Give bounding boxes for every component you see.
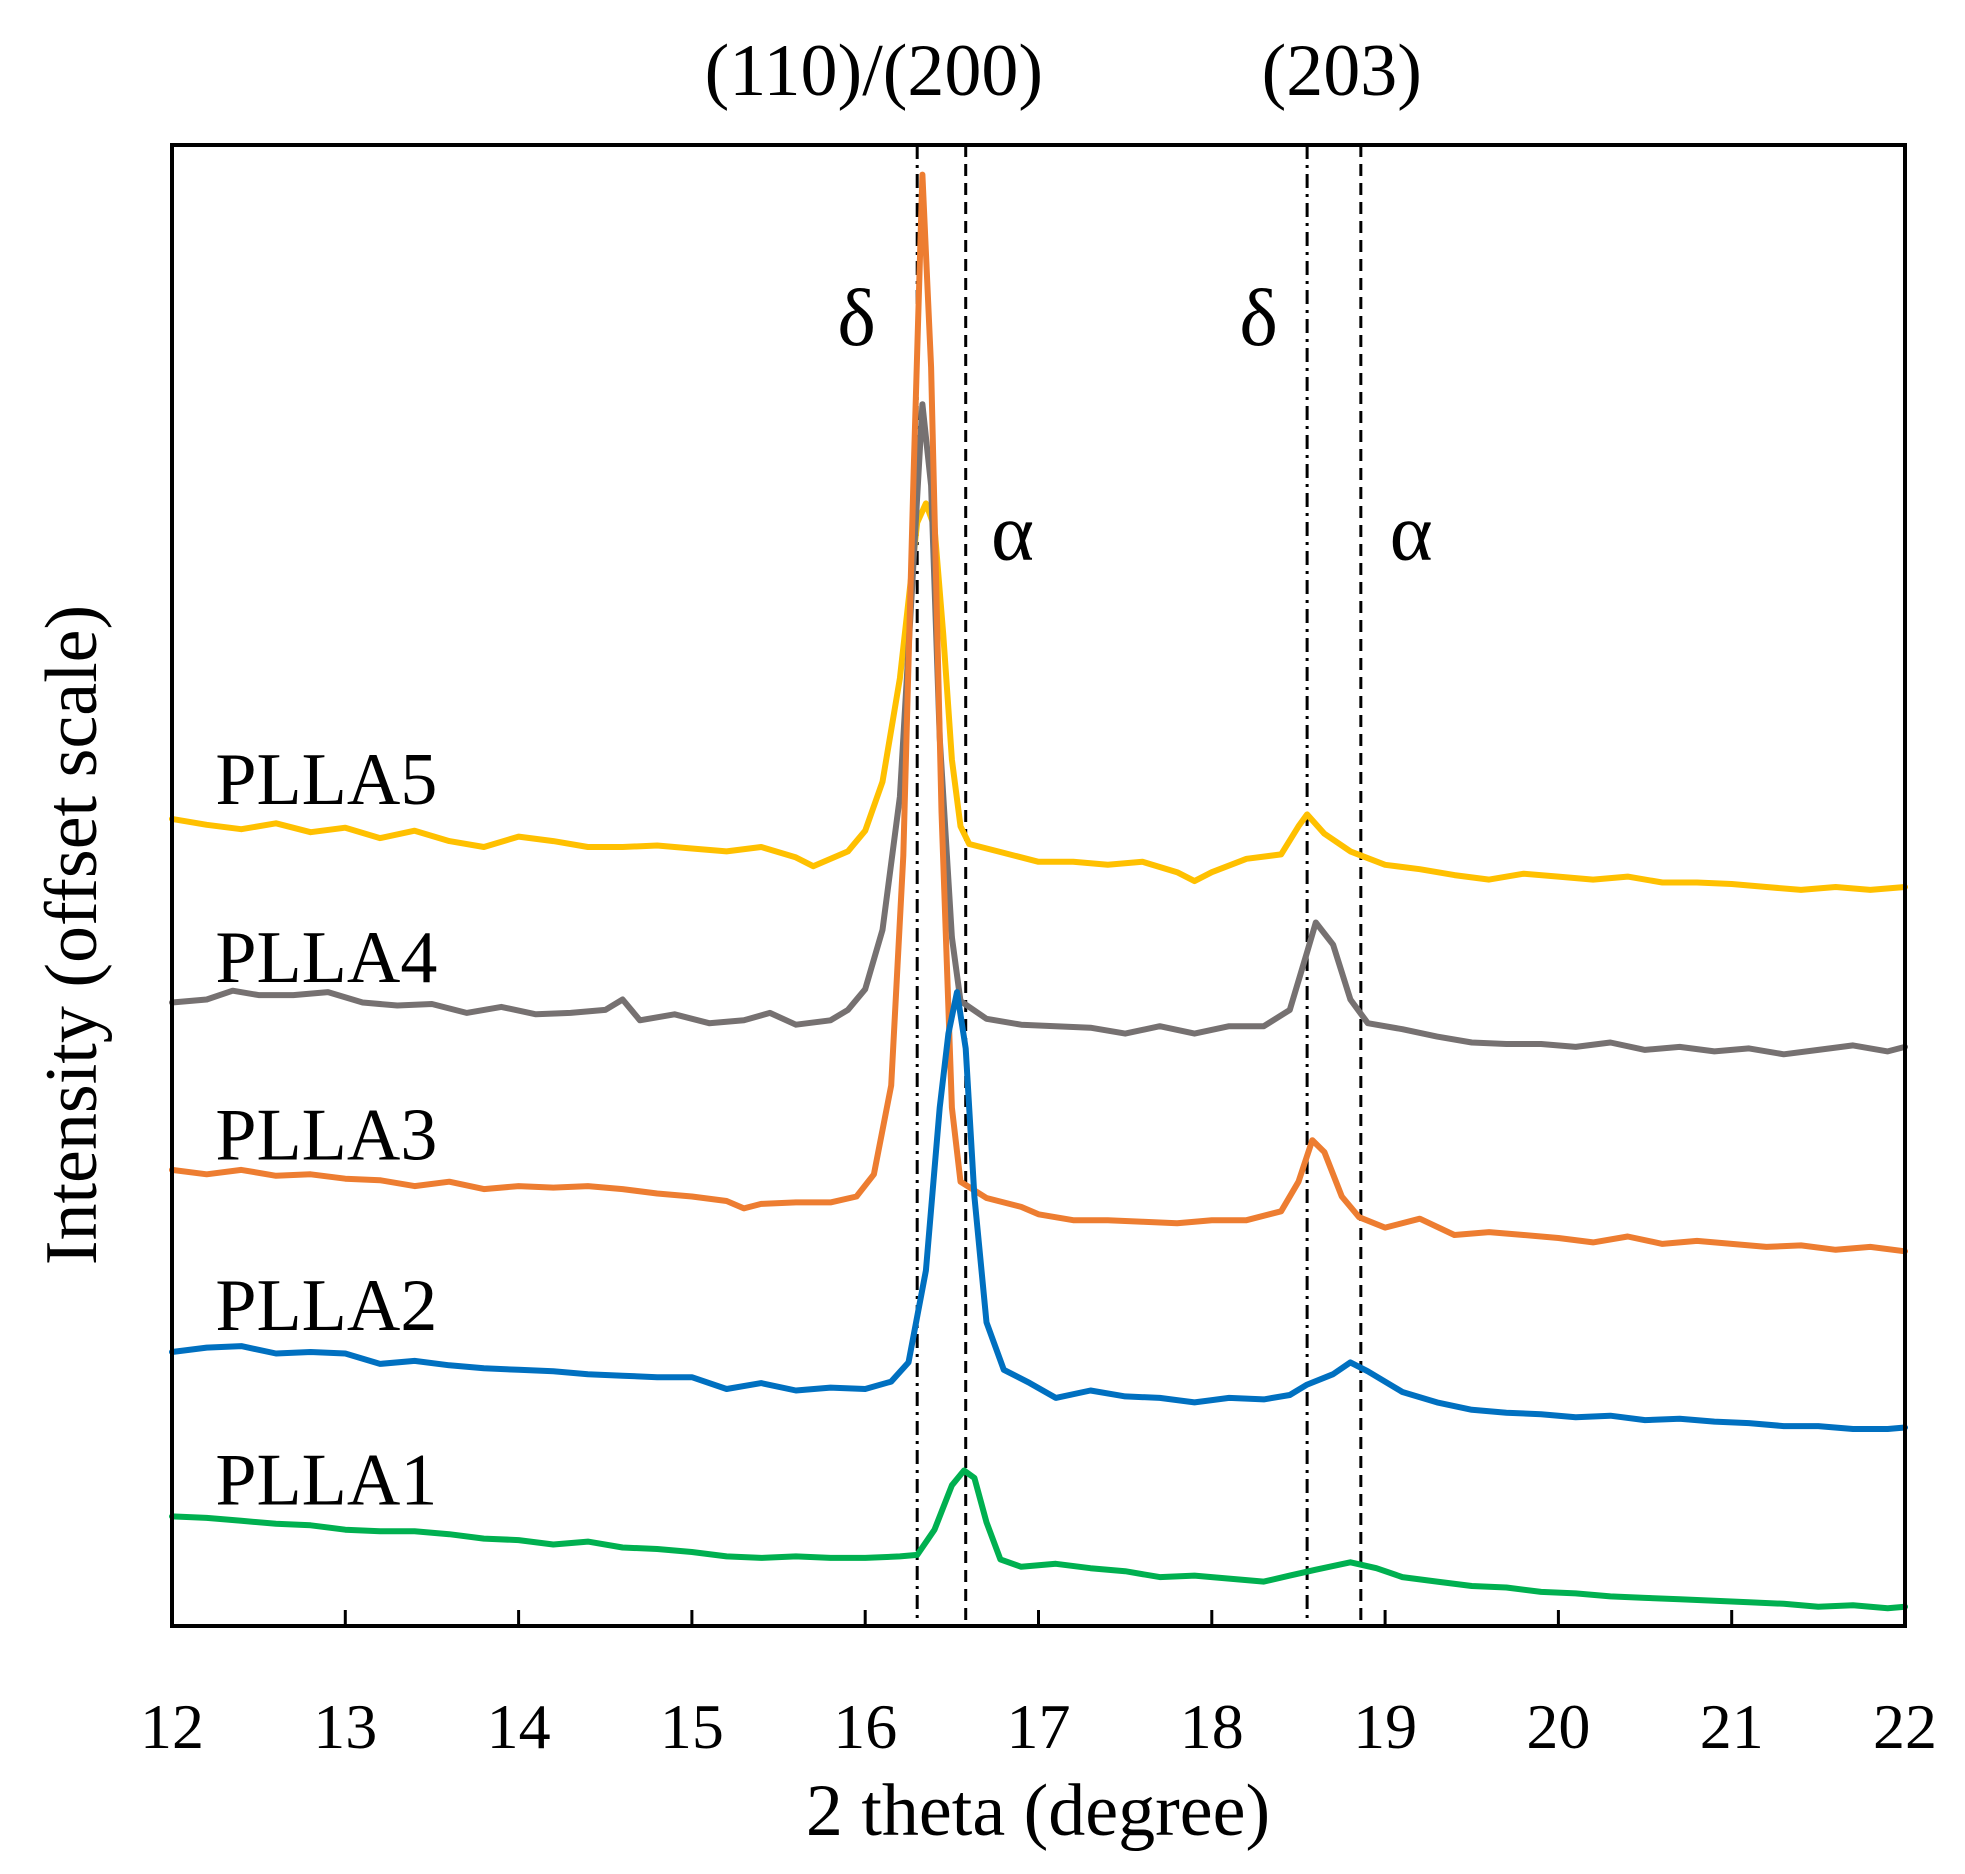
series-label-plla1: PLLA1: [215, 1440, 437, 1522]
x-tick-label: 17: [1007, 1691, 1071, 1762]
x-axis-ticks: 12 13 14 15 16 17 18 19 20 21 22: [140, 1610, 1937, 1762]
x-tick-label: 19: [1353, 1691, 1417, 1762]
series-line-plla1: [169, 1467, 1908, 1612]
x-tick-label: 12: [140, 1691, 204, 1762]
x-tick-label: 15: [660, 1691, 724, 1762]
x-tick-label: 18: [1180, 1691, 1244, 1762]
annotation-reflection-110-200: (110)/(200): [705, 30, 1043, 112]
x-tick-label: 16: [833, 1691, 897, 1762]
series-labels: PLLA5 PLLA4 PLLA3 PLLA2 PLLA1: [215, 739, 437, 1522]
plot-frame: [170, 143, 1907, 1628]
reference-lines: [915, 145, 1363, 1626]
x-axis-label: 2 theta (degree): [806, 1770, 1270, 1852]
annotation-delta-label-left: δ: [837, 272, 876, 363]
series-line-plla3: [169, 171, 1908, 1255]
x-tick-label: 22: [1873, 1691, 1937, 1762]
x-tick-label: 13: [313, 1691, 377, 1762]
series-line-plla5: [169, 500, 1908, 893]
series-layer: [169, 171, 1908, 1612]
series-line-plla2: [169, 989, 1908, 1432]
series-label-plla3: PLLA3: [215, 1094, 437, 1176]
annotation-alpha-label-right: α: [1390, 487, 1433, 578]
annotation-alpha-label-left: α: [991, 487, 1034, 578]
series-label-plla2: PLLA2: [215, 1265, 437, 1347]
series-label-plla5: PLLA5: [215, 739, 437, 821]
x-tick-label: 21: [1700, 1691, 1764, 1762]
annotation-reflection-203: (203): [1262, 30, 1422, 112]
annotation-delta-label-right: δ: [1239, 272, 1278, 363]
x-tick-label: 14: [487, 1691, 551, 1762]
annotations: (110)/(200) (203) δ α δ α: [705, 30, 1433, 578]
x-tick-label: 20: [1526, 1691, 1590, 1762]
series-label-plla4: PLLA4: [215, 917, 437, 999]
y-axis-label: Intensity (offset scale): [31, 605, 113, 1265]
